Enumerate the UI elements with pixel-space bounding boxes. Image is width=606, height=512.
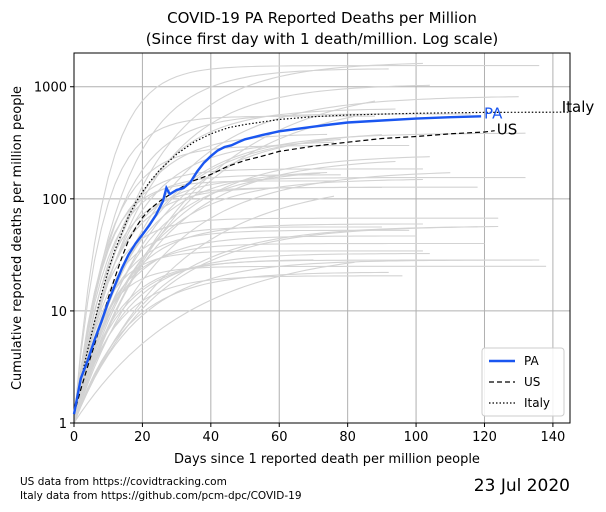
x-tick-label: 40 bbox=[203, 430, 220, 445]
background-state-line bbox=[73, 253, 430, 424]
background-state-line bbox=[73, 96, 519, 424]
background-state-line bbox=[73, 178, 423, 424]
background-state-line bbox=[73, 259, 314, 424]
background-state-line bbox=[73, 68, 389, 424]
background-state-line bbox=[73, 84, 430, 424]
chart-subtitle: (Since first day with 1 death/million. L… bbox=[146, 30, 499, 48]
background-state-line bbox=[73, 177, 526, 424]
background-state-line bbox=[73, 265, 547, 424]
background-state-line bbox=[73, 100, 376, 424]
background-state-line bbox=[73, 242, 485, 424]
background-state-line bbox=[73, 156, 430, 424]
legend-label-italy: Italy bbox=[524, 396, 550, 410]
y-tick-label: 1 bbox=[59, 417, 67, 432]
y-axis-label: Cumulative reported deaths per million p… bbox=[10, 86, 25, 390]
background-state-line bbox=[73, 261, 355, 424]
background-state-line bbox=[73, 132, 526, 424]
background-state-line bbox=[73, 250, 423, 424]
x-tick-label: 60 bbox=[271, 430, 288, 445]
footnote-italy-source: Italy data from https://github.com/pcm-d… bbox=[20, 490, 302, 502]
background-state-line bbox=[73, 171, 328, 424]
x-tick-label: 140 bbox=[540, 430, 565, 445]
background-state-line bbox=[73, 115, 375, 424]
background-state-line bbox=[73, 172, 321, 424]
background-state-line bbox=[73, 271, 389, 424]
x-axis-label: Days since 1 reported death per million … bbox=[174, 452, 480, 467]
plot-frame bbox=[73, 52, 571, 424]
background-state-line bbox=[73, 217, 499, 424]
background-state-line bbox=[73, 115, 355, 424]
y-tick-label: 10 bbox=[50, 305, 67, 320]
background-state-line bbox=[73, 108, 396, 424]
footnote-us-source: US data from https://covidtracking.com bbox=[20, 476, 227, 488]
background-state-line bbox=[73, 225, 499, 424]
background-state-line bbox=[73, 65, 540, 424]
chart-title: COVID-19 PA Reported Deaths per Million bbox=[167, 9, 477, 27]
background-state-line bbox=[73, 172, 451, 424]
annotation-pa: PA bbox=[484, 104, 503, 122]
background-state-line bbox=[73, 226, 382, 424]
background-state-line bbox=[73, 113, 471, 424]
annotation-italy: Italy bbox=[562, 98, 595, 116]
series-line-italy bbox=[73, 111, 571, 415]
background-state-line bbox=[73, 141, 335, 424]
background-state-line bbox=[73, 133, 328, 424]
legend-label-us: US bbox=[524, 375, 540, 389]
report-date: 23 Jul 2020 bbox=[473, 476, 570, 496]
y-tick-label: 1000 bbox=[34, 81, 67, 96]
background-state-line bbox=[73, 168, 423, 424]
legend-box bbox=[481, 347, 565, 417]
x-tick-label: 80 bbox=[339, 430, 356, 445]
background-state-line bbox=[73, 180, 334, 424]
legend-label-pa: PA bbox=[524, 354, 539, 368]
x-tick-label: 0 bbox=[70, 430, 78, 445]
background-state-line bbox=[73, 259, 540, 424]
series-line-pa bbox=[72, 115, 482, 415]
background-state-line bbox=[73, 144, 410, 424]
annotation-us: US bbox=[497, 120, 518, 138]
background-state-line bbox=[73, 275, 403, 424]
background-state-line bbox=[73, 195, 335, 424]
x-tick-label: 100 bbox=[404, 430, 429, 445]
x-tick-label: 20 bbox=[134, 430, 151, 445]
y-tick-label: 100 bbox=[42, 193, 67, 208]
x-tick-label: 120 bbox=[472, 430, 497, 445]
